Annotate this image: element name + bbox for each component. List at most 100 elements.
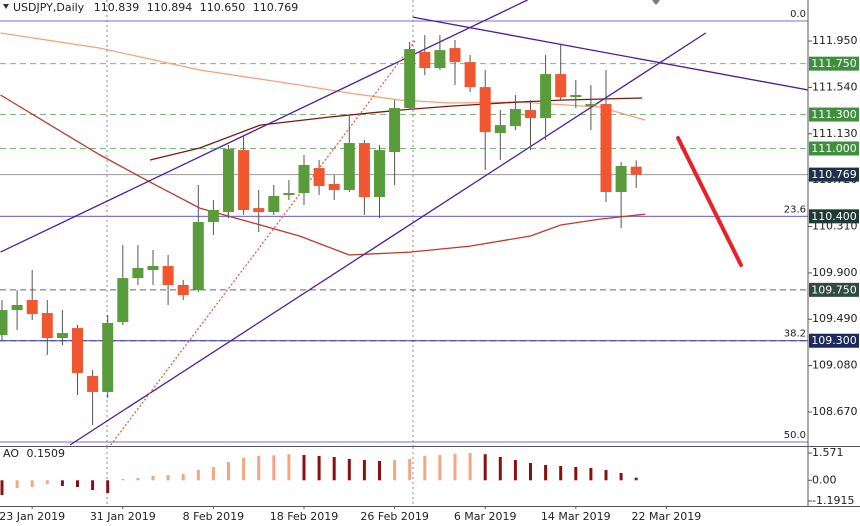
- level-box: [809, 209, 859, 224]
- ao-bar: [423, 456, 427, 481]
- ao-value: 0.1509: [27, 447, 66, 460]
- candle-body: [26, 300, 38, 315]
- level-box: [809, 141, 859, 156]
- ao-bar: [619, 472, 623, 481]
- overlay-line: [110, 39, 417, 446]
- level-label: 111.750: [811, 57, 857, 70]
- ao-bar: [574, 467, 578, 481]
- candle-body: [177, 284, 189, 296]
- x-tick-label: 6 Mar 2019: [454, 510, 517, 523]
- header-high: 110.894: [147, 1, 193, 14]
- x-tick-label: 8 Feb 2019: [183, 510, 244, 523]
- ao-bar: [45, 480, 49, 484]
- candle-body: [585, 104, 597, 107]
- ao-bar: [106, 480, 110, 494]
- ao-bar: [378, 460, 381, 481]
- level-label: 110.400: [811, 210, 857, 223]
- candle-body: [630, 166, 642, 175]
- ao-bar: [498, 456, 502, 481]
- header-open: 110.839: [94, 1, 140, 14]
- fib-label: 23.6: [784, 204, 806, 215]
- candle-body: [555, 74, 567, 98]
- candle-body: [525, 110, 536, 119]
- candle-body: [192, 221, 204, 291]
- ao-bar: [151, 476, 155, 481]
- candle-body: [72, 328, 83, 373]
- candle-body: [434, 50, 446, 69]
- candle-body: [404, 49, 416, 108]
- candle-body: [147, 265, 159, 271]
- candle-body: [268, 195, 280, 213]
- ao-header: AO 0.1509: [3, 447, 65, 460]
- candle-body: [540, 74, 552, 119]
- level-box: [809, 282, 859, 297]
- level-label: 111.000: [811, 142, 857, 155]
- ao-bar: [347, 458, 351, 481]
- ao-bar: [76, 480, 79, 488]
- level-box: [809, 56, 859, 71]
- candle-body: [313, 168, 325, 187]
- candle-body: [56, 333, 68, 339]
- candle-body: [162, 265, 174, 285]
- fib-label: 50.0: [784, 430, 806, 441]
- candle-body: [253, 208, 265, 213]
- candle-body: [389, 107, 401, 152]
- ao-bar: [91, 480, 95, 490]
- candle-body: [494, 125, 506, 133]
- ao-title: AO: [3, 447, 19, 460]
- candle-body: [449, 48, 461, 63]
- ao-bar: [453, 453, 457, 481]
- header-close: 110.769: [253, 1, 299, 14]
- symbol: USDJPY,Daily: [13, 1, 85, 14]
- ao-bar: [483, 454, 487, 481]
- ao-bar: [15, 480, 19, 488]
- candle-body: [479, 87, 491, 133]
- ao-bar: [287, 454, 291, 481]
- level-label: 111.300: [811, 108, 857, 121]
- candle-body: [0, 310, 8, 336]
- ao-bar: [544, 464, 548, 481]
- candle-body: [223, 149, 234, 213]
- y-tick-label: 109.080: [812, 359, 858, 372]
- candle-body: [464, 62, 476, 88]
- ao-bar: [257, 456, 261, 481]
- overlay-line: [0, 32, 646, 121]
- menu-marker: [3, 4, 9, 9]
- x-tick-label: 23 Jan 2019: [0, 510, 65, 523]
- ao-bar: [196, 469, 200, 481]
- ao-bar: [136, 478, 140, 481]
- ao-bar: [317, 456, 321, 481]
- annotation-arrow: [676, 136, 743, 267]
- overlay-line: [412, 16, 808, 91]
- level-label: 110.769: [811, 168, 857, 181]
- ao-bar: [242, 458, 246, 481]
- y-tick-label: 108.670: [812, 405, 858, 418]
- ao-bar: [393, 459, 397, 481]
- ao-bar: [227, 461, 230, 481]
- header-low: 110.650: [200, 1, 246, 14]
- x-tick-label: 22 Mar 2019: [632, 510, 702, 523]
- ao-tick-label: 1.571: [812, 446, 844, 459]
- candle-body: [570, 94, 582, 98]
- x-tick-label: 31 Jan 2019: [90, 510, 156, 523]
- fib-label: 0.0: [790, 9, 806, 20]
- ao-tick-label: -1.1915: [812, 494, 854, 507]
- candle-body: [600, 104, 612, 193]
- ao-bar: [513, 459, 517, 481]
- ao-bar: [438, 455, 442, 481]
- ao-tick-label: 0.00: [812, 473, 837, 486]
- level-label: 109.750: [811, 283, 857, 296]
- candle-body: [102, 322, 114, 392]
- y-tick-label: 109.900: [812, 266, 858, 279]
- ao-bar: [559, 465, 563, 481]
- ao-bar: [529, 462, 532, 481]
- ao-bar: [211, 467, 215, 481]
- candle-body: [374, 150, 385, 197]
- fib-label: 38.2: [784, 329, 806, 340]
- level-box: [809, 333, 859, 348]
- y-tick-label: 111.130: [812, 127, 858, 140]
- candle-body: [41, 313, 53, 339]
- x-tick-label: 18 Feb 2019: [270, 510, 338, 523]
- ao-bar: [0, 480, 4, 495]
